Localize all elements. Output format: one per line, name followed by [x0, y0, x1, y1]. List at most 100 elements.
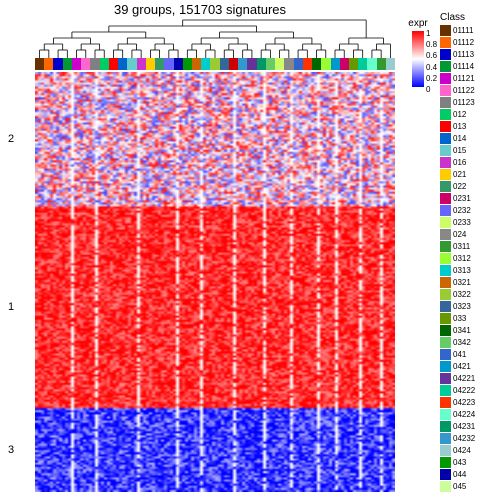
column-annotation-cell: [266, 58, 275, 70]
column-annotation-cell: [155, 58, 164, 70]
class-legend-item: 0421: [440, 360, 502, 372]
column-annotation-cell: [321, 58, 330, 70]
class-legend-item: 04232: [440, 432, 502, 444]
class-legend-items: 0111101112011130111401121011220112301201…: [440, 24, 502, 492]
class-legend-item: 022: [440, 180, 502, 192]
class-legend-item: 0233: [440, 216, 502, 228]
class-color-box: [440, 457, 451, 468]
class-color-box: [440, 61, 451, 72]
class-color-box: [440, 433, 451, 444]
class-color-box: [440, 229, 451, 240]
class-color-box: [440, 133, 451, 144]
expr-legend-title: expr: [400, 18, 436, 29]
class-legend-item: 01114: [440, 60, 502, 72]
class-label: 0321: [453, 278, 471, 287]
class-legend-item: 0312: [440, 252, 502, 264]
heatmap-canvas: [35, 72, 395, 492]
class-color-box: [440, 289, 451, 300]
class-legend-item: 0231: [440, 192, 502, 204]
column-annotation-cell: [53, 58, 62, 70]
class-color-box: [440, 157, 451, 168]
row-block-label-2: 2: [8, 133, 14, 145]
class-legend-item: 016: [440, 156, 502, 168]
class-color-box: [440, 373, 451, 384]
class-legend-item: 04231: [440, 420, 502, 432]
column-annotation-cell: [146, 58, 155, 70]
column-annotation-cell: [164, 58, 173, 70]
class-legend-title: Class: [440, 12, 502, 23]
class-color-box: [440, 481, 451, 492]
column-annotation-cell: [100, 58, 109, 70]
class-legend-item: 013: [440, 120, 502, 132]
class-color-box: [440, 445, 451, 456]
class-color-box: [440, 109, 451, 120]
expr-tick: 0.4: [426, 64, 437, 72]
row-block-label-1: 1: [8, 301, 14, 313]
class-color-box: [440, 385, 451, 396]
class-color-box: [440, 361, 451, 372]
expr-colorbar: expr 10.80.60.40.20: [400, 18, 436, 87]
class-legend-item: 0424: [440, 444, 502, 456]
class-label: 0231: [453, 194, 471, 203]
class-label: 04232: [453, 434, 475, 443]
expr-tick: 0.6: [426, 52, 437, 60]
class-legend-item: 012: [440, 108, 502, 120]
class-label: 015: [453, 146, 466, 155]
column-annotation-cell: [174, 58, 183, 70]
class-color-box: [440, 421, 451, 432]
class-color-box: [440, 277, 451, 288]
class-color-box: [440, 181, 451, 192]
class-label: 0424: [453, 446, 471, 455]
class-label: 04222: [453, 386, 475, 395]
class-legend-item: 024: [440, 228, 502, 240]
column-annotation-cell: [247, 58, 256, 70]
class-label: 01122: [453, 86, 475, 95]
class-color-box: [440, 193, 451, 204]
expr-tick: 0.2: [426, 75, 437, 83]
class-label: 0342: [453, 338, 471, 347]
column-annotation-cell: [137, 58, 146, 70]
class-label: 0311: [453, 242, 470, 251]
column-annotation-cell: [81, 58, 90, 70]
class-label: 04223: [453, 398, 475, 407]
class-label: 0322: [453, 290, 471, 299]
class-label: 04231: [453, 422, 475, 431]
class-legend-item: 0232: [440, 204, 502, 216]
class-legend-item: 01113: [440, 48, 502, 60]
class-legend-item: 0313: [440, 264, 502, 276]
class-legend-item: 045: [440, 480, 502, 492]
column-annotation-cell: [220, 58, 229, 70]
class-color-box: [440, 97, 451, 108]
column-annotation-cell: [201, 58, 210, 70]
class-color-box: [440, 325, 451, 336]
class-label: 01113: [453, 50, 474, 59]
column-annotation-cell: [257, 58, 266, 70]
class-color-box: [440, 469, 451, 480]
class-label: 043: [453, 458, 466, 467]
column-annotation-cell: [275, 58, 284, 70]
class-legend-item: 014: [440, 132, 502, 144]
class-label: 016: [453, 158, 466, 167]
class-color-box: [440, 169, 451, 180]
class-label: 0312: [453, 254, 471, 263]
heatmap-body: [35, 72, 395, 492]
column-annotation-cell: [35, 58, 44, 70]
class-legend-item: 04221: [440, 372, 502, 384]
class-color-box: [440, 121, 451, 132]
class-legend-item: 0323: [440, 300, 502, 312]
class-color-box: [440, 73, 451, 84]
class-legend-item: 01111: [440, 24, 502, 36]
class-legend-item: 021: [440, 168, 502, 180]
row-block-label-3: 3: [8, 444, 14, 456]
class-label: 0421: [453, 362, 471, 371]
class-legend-item: 043: [440, 456, 502, 468]
class-legend-item: 01112: [440, 36, 502, 48]
class-label: 04221: [453, 374, 475, 383]
class-color-box: [440, 349, 451, 360]
class-legend-item: 01123: [440, 96, 502, 108]
column-annotation-cell: [312, 58, 321, 70]
class-label: 0341: [453, 326, 471, 335]
class-label: 041: [453, 350, 466, 359]
column-annotation-cell: [63, 58, 72, 70]
column-annotation-strip: [35, 58, 395, 70]
